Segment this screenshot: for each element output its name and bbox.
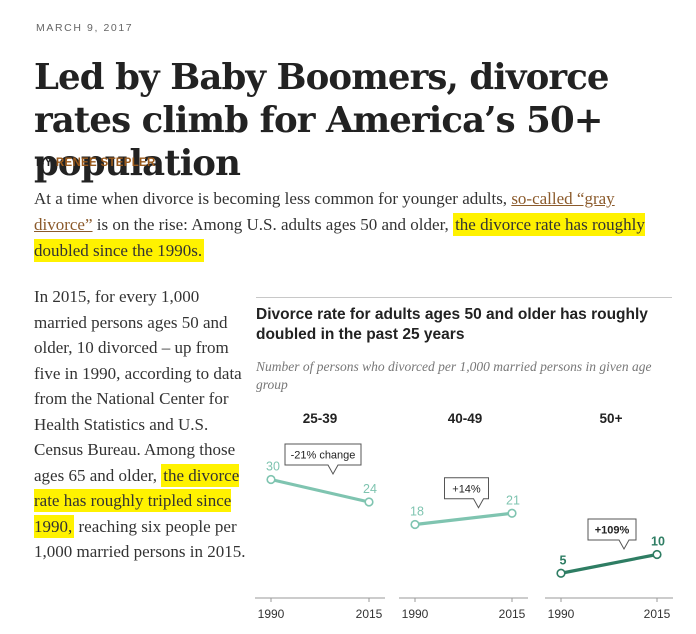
point-1990-2: [410, 519, 420, 530]
series-line-3: [559, 552, 659, 575]
author-link[interactable]: RENEE STEPLER: [55, 157, 156, 169]
value-label-2015-1: 24: [363, 482, 377, 496]
value-label-2015-2: 21: [506, 493, 520, 507]
series-line-1: [269, 477, 371, 504]
headline: Led by Baby Boomers, divorce rates climb…: [34, 57, 609, 184]
byline: BY RENEE STEPLER: [36, 157, 156, 169]
value-label-2015-3: 10: [651, 535, 665, 549]
x-tick-label-1990-1: 1990: [258, 607, 285, 621]
value-label-1990-2: 18: [410, 505, 424, 519]
change-callout-box-2: [444, 477, 489, 509]
chart-title: Divorce rate for adults ages 50 and olde…: [256, 306, 648, 343]
change-callout-label-3: +109%: [595, 525, 630, 537]
point-2015-3: [652, 549, 662, 560]
article-date: MARCH 9, 2017: [36, 22, 134, 34]
group-label-2: 40-49: [448, 411, 483, 426]
value-label-1990-1: 30: [266, 460, 280, 474]
lede-paragraph: At a time when divorce is becoming less …: [34, 186, 674, 264]
x-tick-label-2015-3: 2015: [644, 607, 671, 621]
change-callout-box-3: [587, 518, 637, 551]
series-line-2: [413, 511, 514, 527]
group-label-1: 25-39: [303, 411, 338, 426]
chart-top-rule: [256, 297, 672, 298]
lede-text-1: At a time when divorce is becoming less …: [34, 189, 512, 208]
x-tick-label-2015-1: 2015: [356, 607, 383, 621]
body-text-2: reaching six people per 1,000 married pe…: [34, 516, 246, 562]
body-text-1: In 2015, for every 1,000 married persons…: [34, 287, 242, 485]
x-tick-label-1990-3: 1990: [548, 607, 575, 621]
change-callout-label-1: -21% change: [291, 450, 356, 462]
point-1990-1: [266, 474, 276, 485]
body-paragraph: In 2015, for every 1,000 married persons…: [34, 284, 246, 565]
point-2015-2: [507, 508, 517, 518]
change-callout-box-1: [284, 443, 362, 476]
chart-subtitle: Number of persons who divorced per 1,000…: [256, 359, 652, 392]
x-tick-label-2015-2: 2015: [499, 607, 526, 621]
lede-text-2: is on the rise: Among U.S. adults ages 5…: [92, 215, 454, 234]
group-label-3: 50+: [600, 411, 623, 426]
x-tick-label-1990-2: 1990: [402, 607, 429, 621]
byline-prefix: BY: [36, 157, 56, 169]
gray-divorce-link[interactable]: so-called “gray divorce”: [34, 189, 615, 234]
point-2015-1: [364, 497, 374, 507]
value-label-1990-3: 5: [560, 553, 567, 567]
point-1990-3: [556, 568, 566, 578]
change-callout-label-2: +14%: [452, 483, 481, 495]
